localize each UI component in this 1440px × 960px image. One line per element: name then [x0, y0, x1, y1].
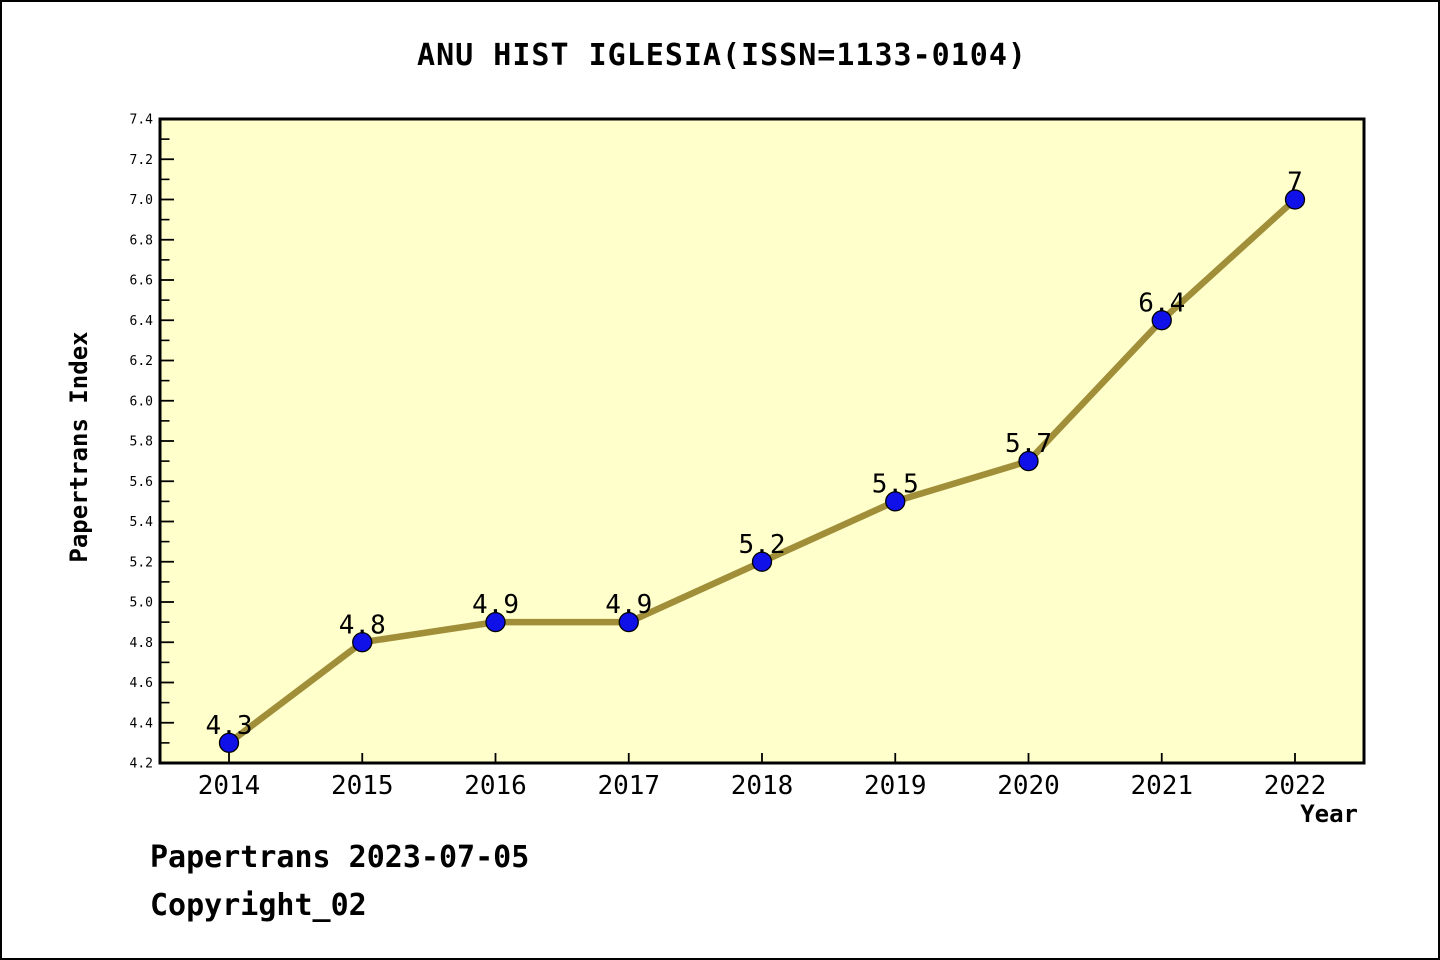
- x-tick-label: 2018: [731, 771, 794, 801]
- x-tick-label: 2015: [331, 771, 394, 801]
- data-point: [618, 611, 639, 633]
- data-point-label: 4.3: [206, 711, 253, 741]
- data-point-label: 5.2: [739, 530, 786, 560]
- y-tick-label: 4.4: [130, 716, 154, 731]
- data-point-label: 4.9: [472, 590, 519, 620]
- data-point: [1018, 450, 1039, 472]
- x-tick-label: 2020: [997, 771, 1060, 801]
- data-point-label: 7: [1287, 168, 1303, 198]
- data-point: [485, 611, 506, 633]
- footer-watermark: Papertrans 2023-07-05: [150, 840, 530, 875]
- y-tick-label: 6.4: [130, 314, 154, 329]
- y-tick-label: 5.6: [130, 475, 153, 490]
- x-tick-label: 2019: [864, 771, 927, 801]
- data-point: [352, 632, 373, 653]
- plot-frame: [158, 117, 1366, 765]
- y-tick-label: 5.8: [130, 435, 153, 450]
- x-tick-label: 2017: [597, 771, 660, 801]
- y-tick-label: 4.8: [130, 636, 153, 651]
- y-tick-label: 7.4: [130, 113, 154, 128]
- data-point-label: 6.4: [1138, 288, 1185, 318]
- chart-title: ANU HIST IGLESIA(ISSN=1133-0104): [417, 38, 1027, 73]
- y-tick-label: 4.2: [130, 757, 153, 772]
- y-tick-label: 6.6: [130, 274, 153, 289]
- x-tick-label: 2016: [464, 771, 527, 801]
- data-point-label: 5.7: [1005, 429, 1052, 459]
- data-point: [1151, 310, 1172, 331]
- data-point: [218, 732, 240, 754]
- footer-copyright: Copyright_02: [150, 888, 367, 923]
- y-tick-label: 5.2: [130, 555, 153, 570]
- y-tick-label: 6.8: [130, 233, 153, 248]
- y-tick-label: 4.6: [130, 676, 153, 691]
- y-tick-label: 7.0: [130, 193, 153, 208]
- x-tick-label: 2014: [198, 771, 261, 801]
- data-point: [751, 551, 773, 572]
- data-point: [1284, 189, 1306, 210]
- x-tick-label: 2021: [1130, 771, 1193, 801]
- x-axis-label: Year: [1300, 800, 1358, 828]
- data-point-label: 5.5: [872, 469, 919, 499]
- y-tick-label: 7.2: [130, 153, 153, 168]
- data-point: [885, 491, 906, 512]
- y-tick-label: 5.4: [130, 515, 154, 530]
- x-tick-label: 2022: [1264, 771, 1327, 801]
- data-point-label: 4.8: [339, 610, 386, 640]
- data-point-label: 4.9: [605, 590, 652, 620]
- y-tick-label: 5.0: [130, 596, 153, 611]
- y-tick-label: 6.2: [130, 354, 153, 369]
- y-tick-label: 6.0: [130, 394, 153, 409]
